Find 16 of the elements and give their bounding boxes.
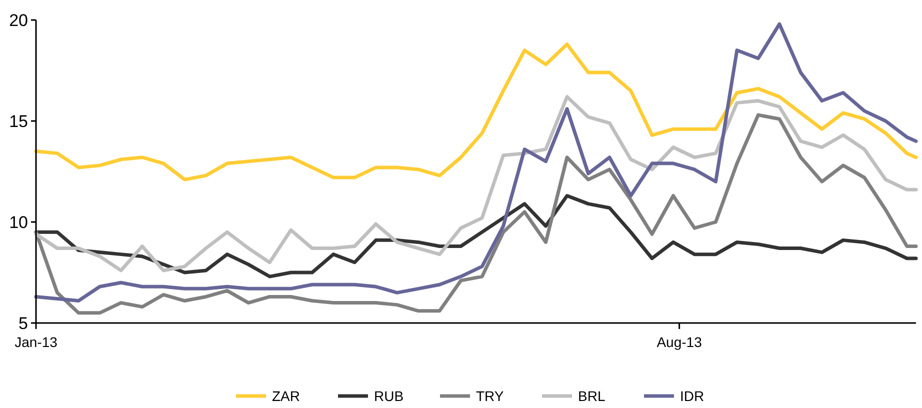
line-series [34, 95, 918, 272]
y-tick-label: 15 [9, 112, 28, 131]
line-series [34, 194, 918, 278]
legend-label: BRL [578, 388, 606, 404]
x-tick-label: Aug-13 [656, 334, 702, 350]
legend-label: TRY [476, 388, 504, 404]
legend-label: RUB [374, 388, 404, 404]
line-series [34, 113, 918, 315]
x-tick-label: Jan-13 [14, 334, 58, 350]
y-tick-label: 5 [18, 314, 28, 333]
line-series [34, 42, 918, 182]
legend-label: ZAR [272, 388, 300, 404]
y-tick-label: 10 [9, 212, 28, 232]
y-tick-label: 20 [9, 10, 28, 30]
line-series [34, 22, 918, 303]
legend-label: IDR [680, 388, 704, 404]
